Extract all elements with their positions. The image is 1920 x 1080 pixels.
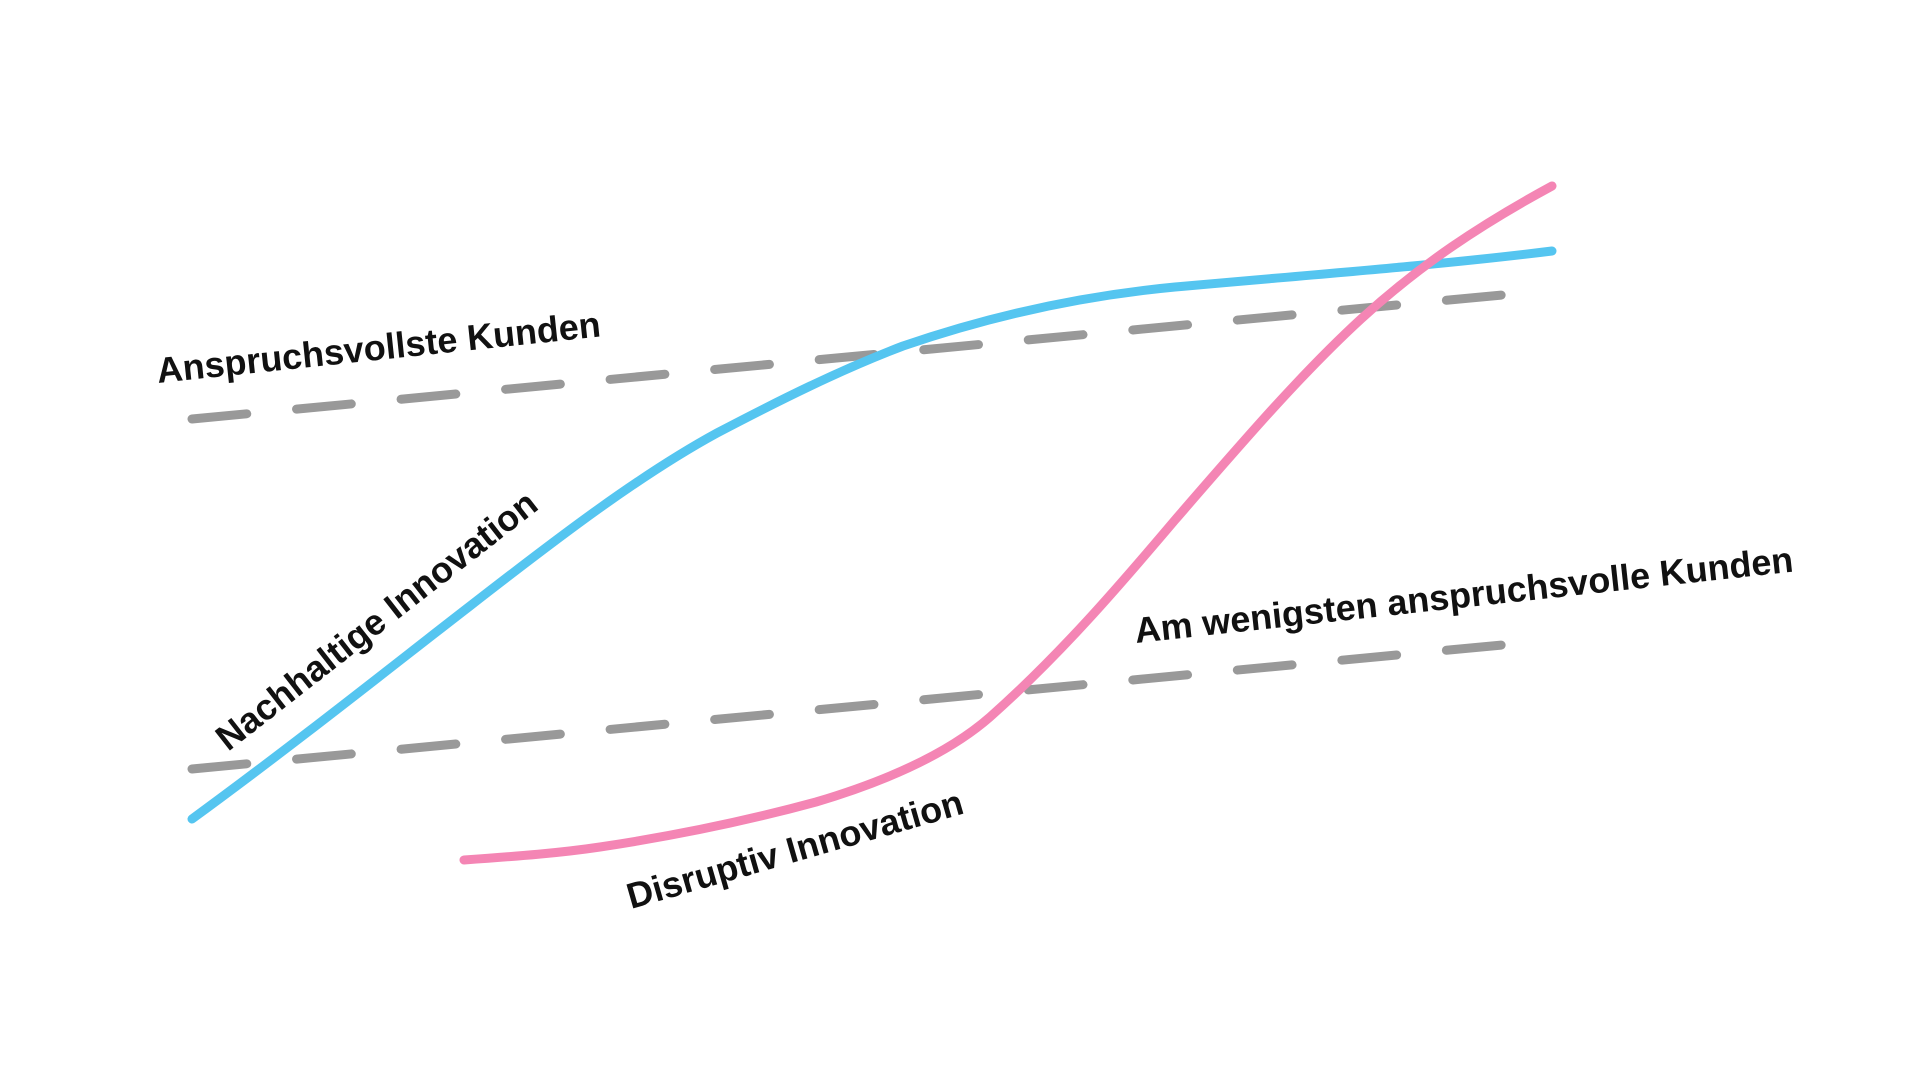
- lower-dashed-line: [187, 637, 1539, 774]
- upper-dashed-line: [187, 287, 1539, 424]
- label: Disruptiv Innovation: [622, 781, 968, 916]
- sustaining-curve: [187, 246, 1557, 824]
- label: Nachhaltige Innovation: [208, 482, 545, 758]
- label: Am wenigsten anspruchsvolle Kunden: [1132, 539, 1795, 651]
- disruptive-curve: [459, 181, 1557, 865]
- label: Anspruchsvollste Kunden: [155, 304, 603, 391]
